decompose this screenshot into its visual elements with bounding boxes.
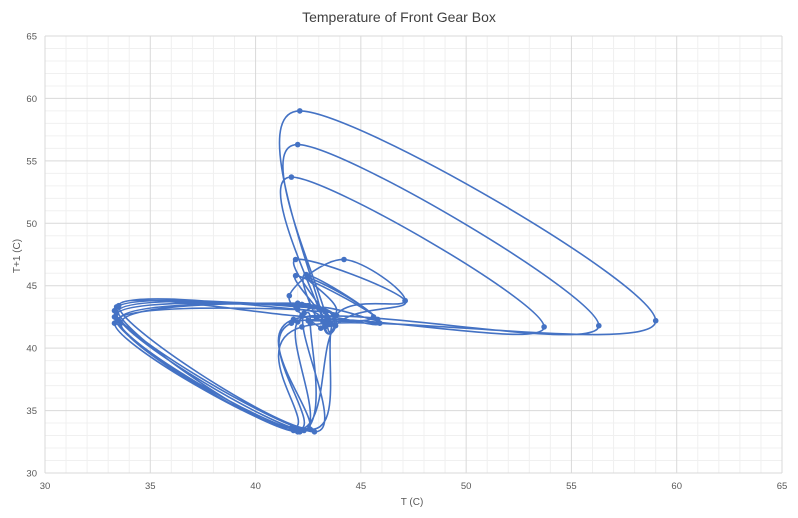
data-point <box>297 429 303 435</box>
data-point <box>294 306 301 313</box>
data-point <box>315 305 322 312</box>
data-point <box>311 304 318 310</box>
data-point <box>299 324 305 330</box>
data-point <box>652 317 659 324</box>
data-point <box>322 324 328 330</box>
data-point <box>290 427 297 434</box>
y-tick-label: 60 <box>26 94 37 105</box>
data-point <box>294 300 301 307</box>
data-point <box>294 319 301 325</box>
data-point <box>341 256 347 263</box>
data-point <box>301 310 307 317</box>
y-tick-label: 55 <box>26 156 37 167</box>
data-point <box>332 322 339 329</box>
y-tick-label: 65 <box>26 32 37 43</box>
x-tick-labels: 30 35 40 45 50 55 60 65 <box>40 481 788 492</box>
x-tick-label: 30 <box>40 481 51 492</box>
data-point <box>322 309 328 315</box>
y-tick-label: 45 <box>26 281 37 292</box>
data-point <box>402 297 408 304</box>
x-tick-label: 50 <box>461 481 472 492</box>
data-point <box>301 427 307 434</box>
x-tick-label: 45 <box>356 481 367 492</box>
data-point <box>111 320 118 327</box>
data-point <box>324 314 331 320</box>
data-point <box>377 320 383 327</box>
y-tick-label: 30 <box>26 469 37 480</box>
data-point <box>288 174 295 180</box>
y-tick-label: 40 <box>26 344 37 355</box>
data-point <box>332 312 339 319</box>
x-tick-label: 65 <box>777 481 788 492</box>
x-axis-title: T (C) <box>401 497 424 508</box>
data-point <box>307 426 314 433</box>
data-point <box>299 301 305 308</box>
data-point <box>294 141 301 148</box>
y-tick-label: 50 <box>26 219 37 230</box>
data-point <box>596 322 602 329</box>
y-axis-title: T+1 (C) <box>12 239 23 273</box>
x-tick-label: 60 <box>671 481 682 492</box>
x-tick-label: 35 <box>145 481 156 492</box>
data-point <box>541 324 547 330</box>
data-point <box>115 302 122 309</box>
data-point <box>320 319 326 325</box>
data-point <box>292 272 299 279</box>
data-point <box>305 317 312 324</box>
data-point <box>370 314 377 320</box>
major-gridlines <box>44 35 783 474</box>
data-point <box>286 292 293 299</box>
data-point <box>305 275 312 282</box>
chart-title: Temperature of Front Gear Box <box>302 9 496 25</box>
x-tick-label: 55 <box>566 481 577 492</box>
data-point <box>328 321 335 328</box>
data-point <box>297 108 303 114</box>
series-layer <box>111 108 659 435</box>
data-point <box>288 320 295 327</box>
minor-gridlines <box>45 36 782 473</box>
data-point <box>313 315 320 322</box>
y-tick-labels: 30 35 40 45 50 55 60 65 <box>26 32 37 480</box>
y-tick-label: 35 <box>26 406 37 417</box>
data-point <box>311 429 318 435</box>
data-point <box>118 320 124 327</box>
data-point <box>318 325 324 332</box>
data-point <box>305 302 312 309</box>
x-tick-label: 40 <box>250 481 261 492</box>
data-point <box>292 256 299 263</box>
